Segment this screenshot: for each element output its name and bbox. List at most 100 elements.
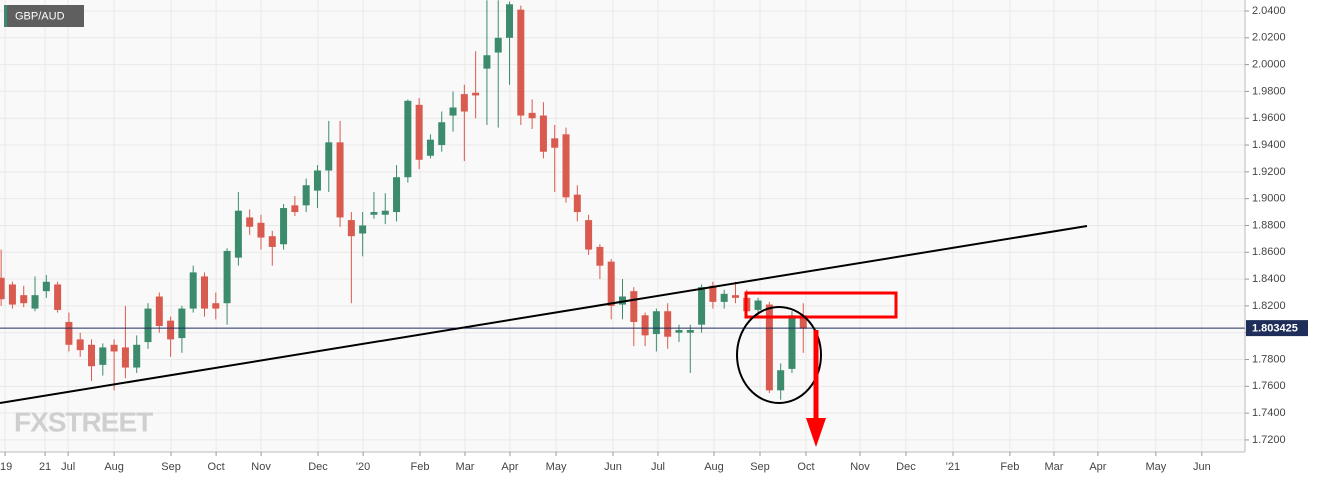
candle-body: [528, 112, 536, 119]
x-tick-label: Jul: [651, 461, 665, 473]
candle-body: [686, 330, 694, 333]
x-tick-label: Jul: [61, 461, 75, 473]
candle-body: [483, 55, 491, 69]
x-tick-label: Apr: [501, 461, 518, 473]
title-box: [4, 5, 84, 27]
x-tick-label: Aug: [704, 461, 724, 473]
candle-body: [641, 315, 649, 336]
x-tick-label: Jun: [604, 461, 622, 473]
candle-body: [302, 185, 310, 206]
candle-body: [167, 320, 175, 340]
x-tick-label: Feb: [411, 461, 430, 473]
candle-body: [313, 170, 321, 191]
candle-body: [517, 9, 525, 116]
candle-body: [223, 250, 231, 304]
candle-body: [709, 285, 717, 302]
candle-body: [54, 284, 62, 310]
candle-body: [121, 347, 129, 368]
y-tick-label: 2.0400: [1252, 5, 1286, 17]
candle-body: [268, 236, 276, 247]
y-tick-label: 1.7200: [1252, 434, 1286, 446]
candle-body: [652, 311, 660, 335]
candle-body: [291, 205, 299, 213]
candle-body: [720, 293, 728, 302]
candle-body: [155, 296, 163, 326]
candle-body: [359, 225, 367, 234]
candle-body: [765, 304, 773, 391]
candle-body: [257, 222, 265, 238]
candle-body: [20, 295, 28, 304]
y-tick-label: 1.7800: [1252, 353, 1286, 365]
y-tick-label: 1.7400: [1252, 407, 1286, 419]
candle-body: [76, 339, 84, 351]
candle-body: [189, 272, 197, 309]
candle-body: [788, 315, 796, 369]
x-tick-label: May: [1145, 461, 1166, 473]
candle-body: [506, 4, 514, 38]
candle-body: [88, 344, 96, 367]
candle-body: [381, 210, 389, 215]
candle-body: [472, 92, 480, 96]
x-tick-label: Oct: [208, 461, 225, 473]
x-tick-label: Jun: [1193, 461, 1211, 473]
x-tick-label: Apr: [1089, 461, 1106, 473]
candle-body: [8, 284, 16, 305]
x-tick-label: Sep: [161, 461, 181, 473]
candle-body: [99, 347, 107, 365]
candle-body: [460, 94, 468, 112]
candle-body: [562, 134, 570, 198]
candle-body: [325, 142, 333, 171]
y-tick-label: 1.9400: [1252, 139, 1286, 151]
chart-title: GBP/AUD: [15, 10, 65, 22]
x-tick-label: Sep: [750, 461, 770, 473]
candle-body: [731, 295, 739, 298]
y-tick-label: 1.8600: [1252, 246, 1286, 258]
candle-body: [754, 300, 762, 310]
candle-body: [449, 107, 457, 116]
candle-body: [178, 308, 186, 339]
candle-body: [370, 212, 378, 215]
candle-body: [494, 37, 502, 53]
candle-body: [596, 246, 604, 266]
current-price-label: 1.803425: [1252, 323, 1298, 335]
candle-body: [799, 315, 807, 329]
x-tick-label: Dec: [896, 461, 916, 473]
candle-body: [65, 321, 73, 345]
y-tick-label: 1.9200: [1252, 166, 1286, 178]
candle-body: [234, 210, 242, 258]
candle-body: [336, 142, 344, 218]
candle-body: [618, 296, 627, 305]
x-tick-label: Feb: [1000, 461, 1019, 473]
candle-body: [698, 287, 706, 325]
down-arrow-head: [806, 418, 826, 447]
y-tick-label: 1.9800: [1252, 85, 1286, 97]
x-tick-label: Aug: [104, 461, 124, 473]
candle-body: [426, 139, 434, 156]
x-tick-label: Nov: [251, 461, 271, 473]
y-tick-label: 1.8400: [1252, 273, 1286, 285]
candle-body: [777, 370, 785, 391]
candle-body: [31, 295, 39, 309]
candle-body: [404, 100, 412, 178]
y-tick-label: 1.8200: [1252, 300, 1286, 312]
candle-body: [0, 277, 5, 300]
x-tick-label: Mar: [456, 461, 475, 473]
candle-body: [539, 115, 547, 152]
x-tick-label: '21: [946, 461, 960, 473]
candle-body: [415, 104, 423, 160]
candle-body: [607, 261, 615, 306]
highlight-circle: [736, 306, 822, 404]
candle-body: [42, 281, 50, 292]
x-tick-label: Oct: [797, 461, 814, 473]
x-tick-label: '19: [0, 461, 12, 473]
y-tick-label: 1.8800: [1252, 219, 1286, 231]
x-tick-label: '20: [356, 461, 370, 473]
x-tick-label: Nov: [850, 461, 870, 473]
candle-body: [664, 311, 672, 337]
title-stripe: [4, 5, 7, 27]
x-tick-label: May: [546, 461, 567, 473]
candle-body: [347, 220, 355, 237]
plot-area: [0, 0, 1245, 452]
y-tick-label: 1.7600: [1252, 380, 1286, 392]
candle-body: [585, 220, 593, 250]
